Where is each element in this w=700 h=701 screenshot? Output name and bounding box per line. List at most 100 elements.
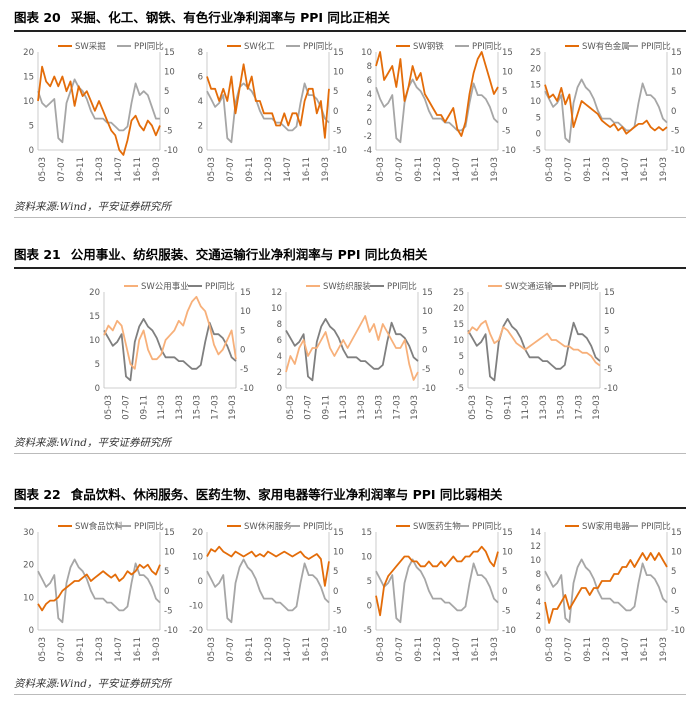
x-tick-label: 09-11 [414, 637, 424, 662]
left-tick-label: 6 [536, 584, 541, 594]
chart-mining: 0 5 10 15 20 -10 -5 0 5 10 15 05-03 07-07 09-11 12-03 1… [23, 41, 178, 182]
x-tick-label: 09-11 [583, 637, 593, 662]
right-tick-label: -5 [164, 126, 172, 136]
left-tick-label: 0 [95, 384, 100, 394]
left-tick-label: 0 [459, 368, 464, 378]
right-tick-label: -10 [333, 626, 347, 636]
x-tick-label: 12-03 [433, 637, 443, 662]
right-tick-label: -10 [240, 384, 254, 394]
series-ppi-line [375, 78, 499, 144]
x-tick-label: 13-03 [539, 395, 549, 420]
left-tick-label: 4 [277, 352, 282, 362]
chart-nonferrous: -5 0 5 10 15 20 25 -10 -5 0 5 10 15 05-03 07-07 09-11 12… [530, 41, 685, 182]
figure-20-title: 图表 20 采掘、化工、钢铁、有色行业净利润率与 PPI 同比正相关 [14, 8, 686, 32]
left-tick-label: 5 [95, 360, 100, 370]
right-tick-label: 15 [164, 528, 175, 538]
x-tick-label: 07-07 [395, 637, 405, 662]
left-tick-label: 30 [23, 528, 34, 538]
x-tick-label: 19-03 [152, 157, 162, 182]
left-tick-label: 0 [536, 626, 541, 636]
legend-ppi-label: PPI同比 [569, 281, 599, 292]
left-tick-label: 6 [277, 336, 282, 346]
figure-caption: 公用事业、纺织服装、交通运输行业净利润率与 PPI 同比负相关 [70, 247, 428, 262]
legend-ppi-label: PPI同比 [303, 41, 333, 52]
right-tick-label: 15 [604, 288, 615, 298]
left-tick-label: 5 [536, 113, 541, 123]
x-tick-label: 19-03 [321, 637, 331, 662]
x-tick-label: 14-07 [621, 157, 631, 182]
legend-ppi-label: PPI同比 [303, 521, 333, 532]
x-tick-label: 09-11 [245, 637, 255, 662]
left-tick-label: 10 [530, 97, 541, 107]
legend-ppi-label: PPI同比 [134, 521, 164, 532]
right-tick-label: 10 [333, 548, 344, 558]
x-tick-label: 12-03 [264, 637, 274, 662]
x-tick-label: 12-03 [602, 637, 612, 662]
right-tick-label: 5 [333, 567, 338, 577]
chart-transport: -5 0 5 10 15 20 25 -10 -5 0 5 10 15 05-03 07-07 09-11 11… [453, 281, 618, 420]
series-industry-line [285, 315, 419, 381]
x-tick-label: 17-03 [574, 395, 584, 420]
left-tick-label: -2 [364, 132, 372, 142]
left-tick-label: 6 [198, 73, 203, 83]
legend-ppi-label: PPI同比 [472, 521, 502, 532]
x-tick-label: 16-11 [471, 637, 481, 662]
legend-industry-label: SW纺织服装 [323, 281, 371, 292]
series-industry-line [544, 84, 668, 135]
legend-industry-label: SW医药生物 [413, 521, 461, 532]
x-tick-label: 07-07 [395, 157, 405, 182]
series-ppi-line [544, 78, 668, 144]
right-tick-label: 15 [333, 528, 344, 538]
series-industry-line [206, 63, 330, 139]
legend-ppi-label: PPI同比 [641, 41, 671, 52]
left-tick-label: -20 [189, 626, 203, 636]
series-ppi-line [206, 558, 330, 624]
series-ppi-line [206, 82, 330, 144]
right-tick-label: 10 [502, 68, 513, 78]
right-tick-label: -10 [671, 146, 685, 156]
x-tick-label: 14-07 [114, 157, 124, 182]
x-tick-label: 09-11 [503, 395, 513, 420]
x-tick-label: 09-11 [76, 637, 86, 662]
left-tick-label: 10 [23, 593, 34, 603]
figure-20-source: 资料来源:Wind，平安证券研究所 [14, 200, 686, 218]
series-industry-line [37, 65, 161, 156]
x-tick-label: 07-07 [304, 395, 314, 420]
right-tick-label: 5 [671, 567, 676, 577]
right-tick-label: -10 [604, 384, 618, 394]
x-tick-label: 15-03 [193, 395, 203, 420]
right-tick-label: 15 [240, 288, 251, 298]
left-tick-label: 5 [367, 577, 372, 587]
chart-utilities: 0 5 10 15 20 -10 -5 0 5 10 15 05-03 07-07 09-11 11-03 1… [89, 281, 254, 420]
right-tick-label: 15 [164, 48, 175, 58]
left-tick-label: 10 [453, 336, 464, 346]
x-tick-label: 09-11 [321, 395, 331, 420]
left-tick-label: 4 [367, 90, 372, 100]
legend-industry-label: SW化工 [244, 41, 275, 52]
legend-ppi-label: PPI同比 [134, 41, 164, 52]
legend-industry-label: SW家用电器 [582, 521, 630, 532]
x-tick-label: 05-03 [545, 157, 555, 182]
legend-industry-label: SW采掘 [75, 41, 106, 52]
chart-leisure: -20 -10 0 10 20 -10 -5 0 5 10 15 05-03 07-07 09-11 12-… [189, 521, 347, 662]
left-tick-label: 20 [89, 288, 100, 298]
left-tick-label: 4 [536, 598, 541, 608]
right-tick-label: -5 [671, 606, 679, 616]
series-ppi-line [37, 78, 160, 144]
x-tick-label: 07-07 [122, 395, 132, 420]
right-tick-label: 5 [164, 87, 169, 97]
left-tick-label: 15 [23, 73, 34, 83]
chart-food-beverage: 0 10 20 30 -10 -5 0 5 10 15 05-03 07-07 09-11 12-03 14… [23, 521, 178, 662]
x-tick-label: 17-03 [210, 395, 220, 420]
x-tick-label: 15-03 [557, 395, 567, 420]
legend-ppi-label: PPI同比 [205, 281, 235, 292]
x-tick-label: 19-03 [228, 395, 238, 420]
figure-21-title: 图表 21 公用事业、纺织服装、交通运输行业净利润率与 PPI 同比负相关 [14, 245, 686, 269]
figure-number: 图表 21 [14, 247, 61, 262]
left-tick-label: 0 [367, 118, 372, 128]
series-ppi-line [375, 558, 499, 624]
left-tick-label: 10 [23, 97, 34, 107]
figure-22-title: 图表 22 食品饮料、休闲服务、医药生物、家用电器等行业净利润率与 PPI 同比弱… [14, 485, 686, 509]
left-tick-label: 10 [361, 553, 372, 563]
right-tick-label: -5 [333, 126, 341, 136]
